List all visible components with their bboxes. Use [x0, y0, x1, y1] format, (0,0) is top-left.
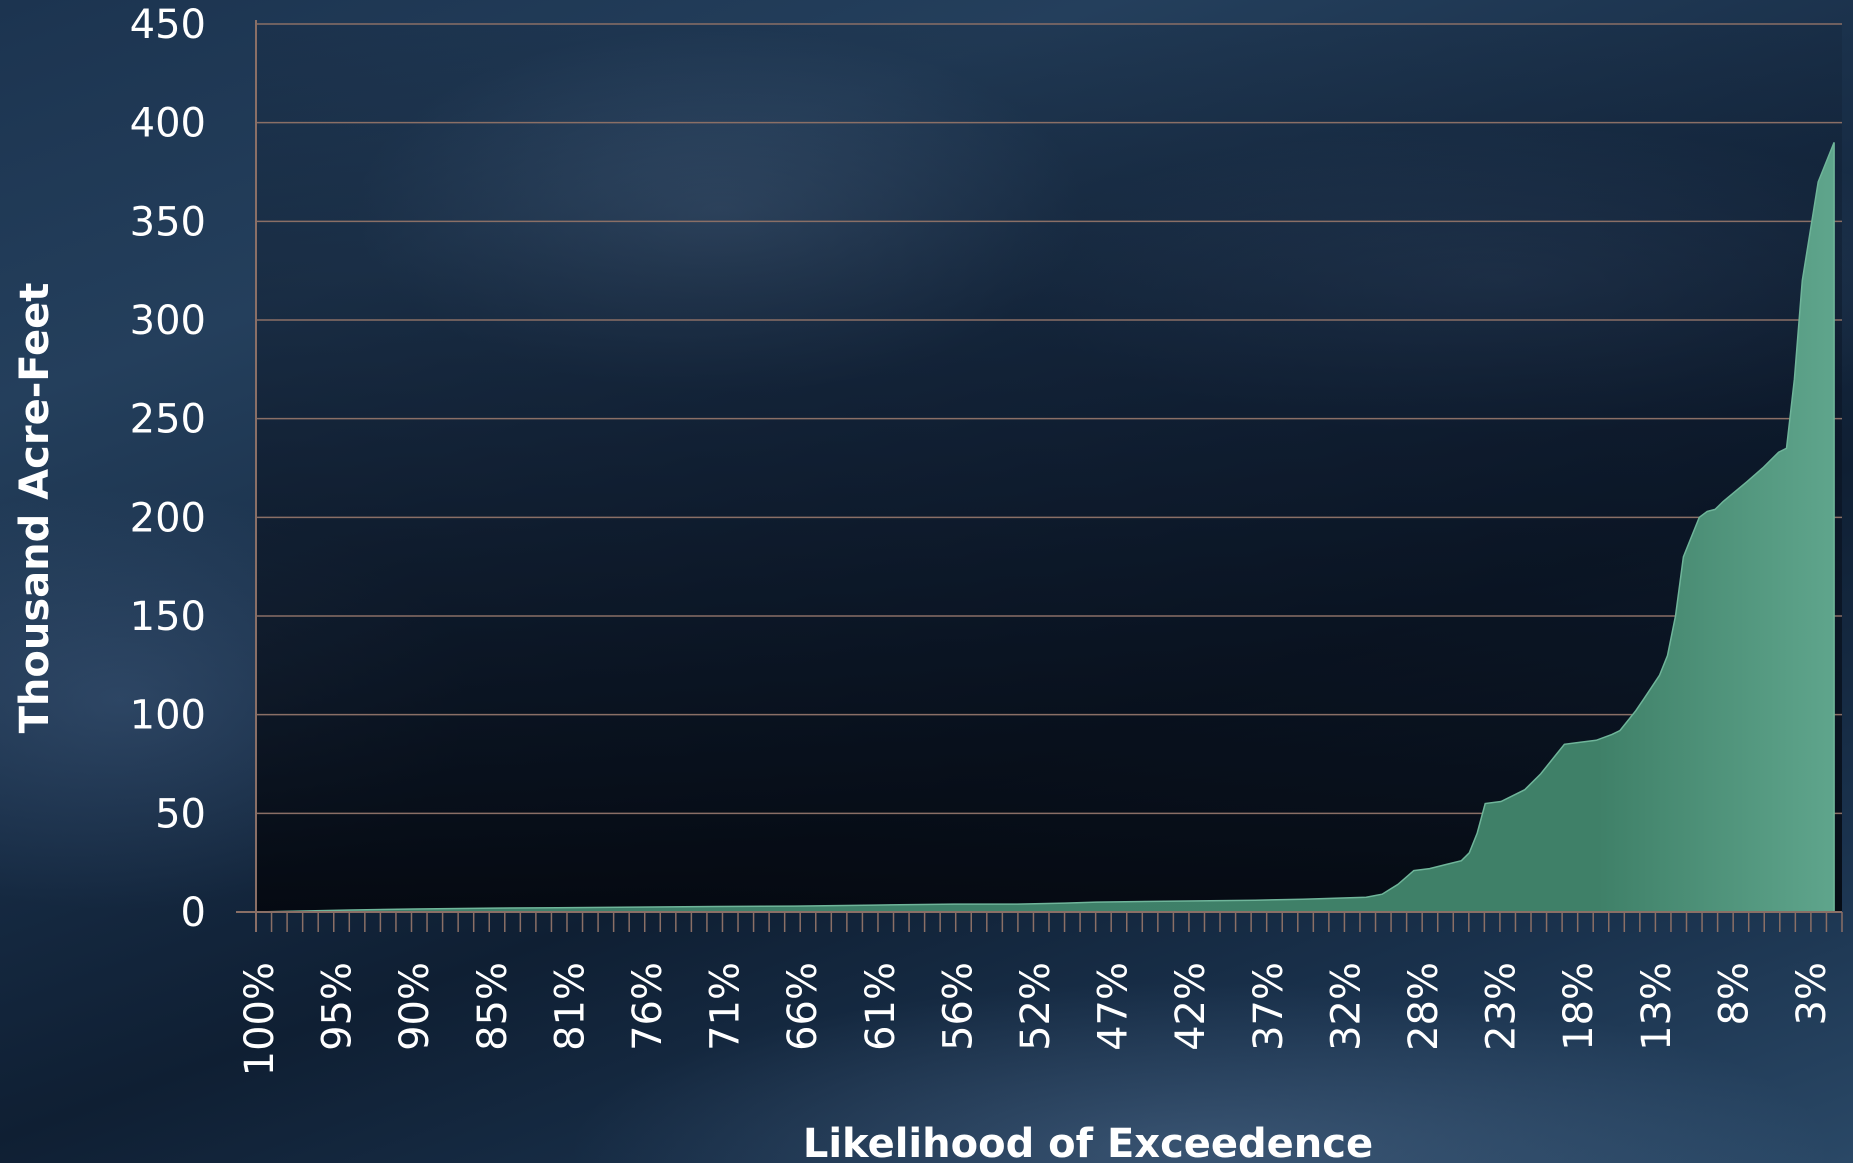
- y-tick-label: 300: [130, 298, 206, 344]
- y-axis-title: Thousand Acre-Feet: [12, 283, 58, 734]
- series-area-group: [255, 142, 1835, 913]
- x-tick-label: 56%: [935, 962, 981, 1051]
- x-tick-label: 13%: [1634, 962, 1680, 1051]
- y-tick-label: 450: [130, 2, 206, 48]
- x-tick-label: 28%: [1401, 962, 1447, 1051]
- y-tick-label: 200: [130, 495, 206, 541]
- x-tick-label: 95%: [315, 962, 361, 1051]
- x-tick-label: 42%: [1168, 962, 1214, 1051]
- x-axis-title: Likelihood of Exceedence: [803, 1121, 1373, 1163]
- x-tick-label: 81%: [547, 962, 593, 1051]
- y-tick-label: 100: [130, 693, 206, 739]
- x-tick-label: 71%: [703, 962, 749, 1051]
- y-tick-label: 350: [130, 199, 206, 245]
- x-tick-label: 37%: [1246, 962, 1292, 1051]
- y-tick-label: 50: [155, 791, 206, 837]
- y-tick-label: 150: [130, 594, 206, 640]
- y-tick-label: 250: [130, 397, 206, 443]
- x-tick-labels: 100% 95% 90% 85% 81% 76% 71% 66% 61% 56% 52% 47% 42%…: [237, 962, 1835, 1076]
- series-area: [255, 142, 1835, 913]
- y-tick-label: 400: [130, 101, 206, 147]
- x-tick-label: 23%: [1479, 962, 1525, 1051]
- axes: [236, 20, 1843, 932]
- y-tick-label: 0: [181, 890, 206, 936]
- x-tick-label: 18%: [1556, 962, 1602, 1051]
- x-tick-label: 100%: [237, 962, 283, 1076]
- x-tick-label: 90%: [392, 962, 438, 1051]
- x-tick-label: 3%: [1789, 962, 1835, 1025]
- x-tick-label: 66%: [780, 962, 826, 1051]
- x-tick-label: 8%: [1711, 962, 1757, 1025]
- x-tick-label: 85%: [470, 962, 516, 1051]
- y-tick-labels: 0 50 100 150 200 250 300 350 400 450: [130, 2, 206, 936]
- x-tick-label: 52%: [1013, 962, 1059, 1051]
- x-tick-label: 32%: [1323, 962, 1369, 1051]
- gridlines: [256, 23, 1842, 815]
- x-tick-label: 76%: [625, 962, 671, 1051]
- x-tick-label: 47%: [1091, 962, 1137, 1051]
- x-tick-label: 61%: [858, 962, 904, 1051]
